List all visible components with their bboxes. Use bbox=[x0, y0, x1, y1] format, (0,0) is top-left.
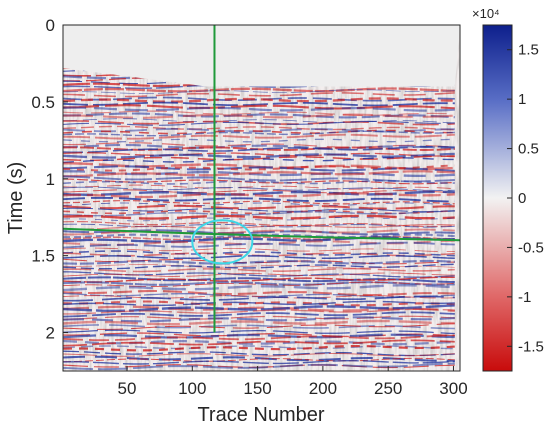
colorbar: 1.5 1 0.5 0 -0.5 -1 -1.5 ×10⁴ bbox=[472, 6, 544, 372]
y-axis: 0 0.5 1 1.5 2 bbox=[31, 16, 68, 343]
colorbar-tick-label: 0 bbox=[518, 190, 526, 207]
mute-zone bbox=[63, 25, 460, 87]
x-tick-label: 300 bbox=[439, 379, 467, 398]
x-tick-label: 250 bbox=[374, 379, 402, 398]
colorbar-tick-label: -1 bbox=[518, 289, 531, 306]
plot-frame bbox=[62, 24, 461, 372]
colorbar-exponent: ×10⁴ bbox=[472, 6, 500, 21]
y-tick-label: 0.5 bbox=[31, 93, 55, 112]
colorbar-tick-label: -0.5 bbox=[518, 239, 544, 256]
y-tick-label: 1.5 bbox=[31, 247, 55, 266]
x-axis: 50 100 150 200 250 300 bbox=[118, 366, 468, 398]
y-tick-label: 0 bbox=[46, 16, 55, 35]
colorbar-tick-label: -1.5 bbox=[518, 338, 544, 355]
colorbar-tick-label: 1 bbox=[518, 91, 526, 108]
x-tick-label: 200 bbox=[309, 379, 337, 398]
x-tick-label: 150 bbox=[243, 379, 271, 398]
colorbar-ticks: 1.5 1 0.5 0 -0.5 -1 -1.5 bbox=[507, 42, 544, 355]
anomaly-ellipse bbox=[191, 219, 254, 265]
horizon-line bbox=[63, 227, 460, 242]
plot-area bbox=[63, 25, 460, 371]
x-axis-label: Trace Number bbox=[197, 404, 324, 426]
y-axis-label: Time (s) bbox=[5, 162, 27, 235]
x-tick-label: 100 bbox=[178, 379, 206, 398]
x-tick-label: 50 bbox=[118, 379, 137, 398]
colorbar-tick-label: 0.5 bbox=[518, 141, 539, 158]
colorbar-tick-label: 1.5 bbox=[518, 42, 539, 59]
y-tick-label: 2 bbox=[46, 324, 55, 343]
y-tick-label: 1 bbox=[46, 170, 55, 189]
